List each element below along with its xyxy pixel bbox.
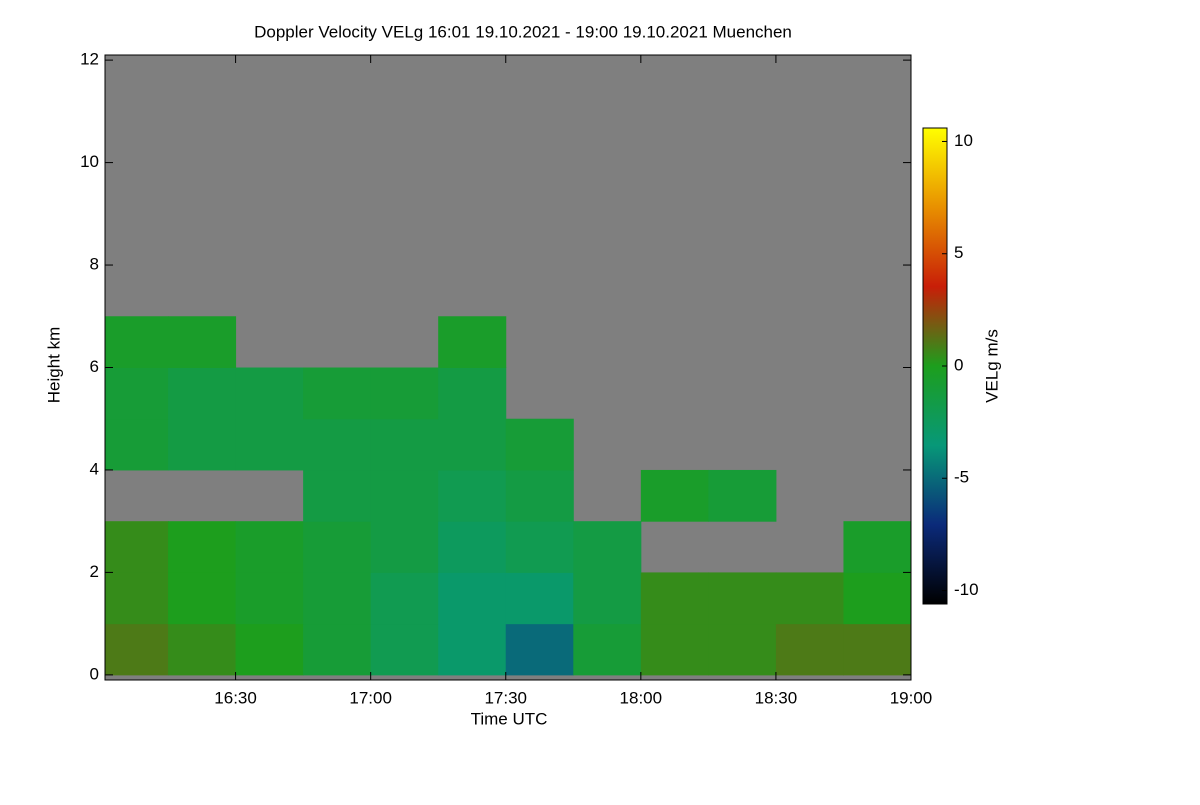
colorbar-tick-label: 0 [954, 355, 963, 374]
heat-cell [168, 418, 237, 471]
heat-cell [235, 367, 304, 420]
x-tick-label: 17:30 [484, 688, 527, 707]
heat-cell [370, 572, 439, 625]
heat-cell [438, 418, 507, 471]
heat-cell [708, 469, 777, 522]
heat-cell [438, 316, 507, 368]
x-tick-label: 16:30 [214, 688, 257, 707]
heat-cell [438, 521, 507, 573]
heat-cell [303, 469, 372, 522]
heat-cell [303, 572, 372, 625]
heat-cell [505, 418, 574, 471]
y-tick-label: 12 [80, 50, 99, 69]
heat-cell [105, 572, 169, 625]
heat-cell [105, 623, 169, 676]
heat-cell [105, 418, 169, 471]
y-tick-label: 0 [90, 664, 99, 683]
y-axis-label: Height km [44, 327, 63, 404]
heat-cell [843, 521, 912, 573]
heat-cell [505, 572, 574, 625]
heat-cell [168, 572, 237, 625]
heat-cell [505, 623, 574, 676]
heat-cell [235, 623, 304, 676]
y-tick-label: 2 [90, 562, 99, 581]
heat-cell [370, 469, 439, 522]
heat-cell [505, 521, 574, 573]
colorbar-tick-label: -5 [954, 468, 969, 487]
y-tick-label: 10 [80, 152, 99, 171]
x-tick-label: 19:00 [890, 688, 933, 707]
heat-cell [573, 572, 642, 625]
heat-cell [640, 469, 709, 522]
heat-cell [105, 521, 169, 573]
y-tick-label: 6 [90, 357, 99, 376]
heat-cell [775, 623, 844, 676]
heat-cell [370, 418, 439, 471]
heat-cell [708, 572, 777, 625]
heat-cell [168, 521, 237, 573]
heat-cell [640, 623, 709, 676]
x-tick-label: 17:00 [349, 688, 392, 707]
x-tick-label: 18:00 [620, 688, 663, 707]
colorbar-tick-label: 5 [954, 243, 963, 262]
heat-cell [105, 316, 169, 368]
heat-cell [303, 521, 372, 573]
heat-cell [438, 469, 507, 522]
heat-cell [370, 521, 439, 573]
heat-cell [235, 418, 304, 471]
heat-cell [303, 418, 372, 471]
heat-cell [370, 623, 439, 676]
colorbar-tick-label: -10 [954, 580, 979, 599]
heat-cell [573, 623, 642, 676]
chart-title: Doppler Velocity VELg 16:01 19.10.2021 -… [254, 22, 792, 41]
heat-cell [303, 623, 372, 676]
x-axis-label: Time UTC [471, 709, 548, 728]
colorbar-tick-label: 10 [954, 131, 973, 150]
heat-cell [168, 623, 237, 676]
heat-cell [235, 572, 304, 625]
heat-cell [438, 623, 507, 676]
heat-cell [438, 367, 507, 420]
heat-cell [708, 623, 777, 676]
heat-cell [235, 521, 304, 573]
heat-cell [640, 572, 709, 625]
heat-cell [573, 521, 642, 573]
colorbar-label: VELg m/s [982, 329, 1001, 403]
x-tick-label: 18:30 [755, 688, 798, 707]
y-tick-label: 8 [90, 255, 99, 274]
heat-cell [105, 367, 169, 420]
heat-cell [843, 623, 912, 676]
y-tick-label: 4 [90, 459, 99, 478]
heat-cell [168, 367, 237, 420]
heat-cell [775, 572, 844, 625]
heat-cell [438, 572, 507, 625]
heat-cell [168, 316, 237, 368]
heat-cell [505, 469, 574, 522]
heat-cell [303, 367, 372, 420]
heat-cell [370, 367, 439, 420]
heat-cell [843, 572, 912, 625]
